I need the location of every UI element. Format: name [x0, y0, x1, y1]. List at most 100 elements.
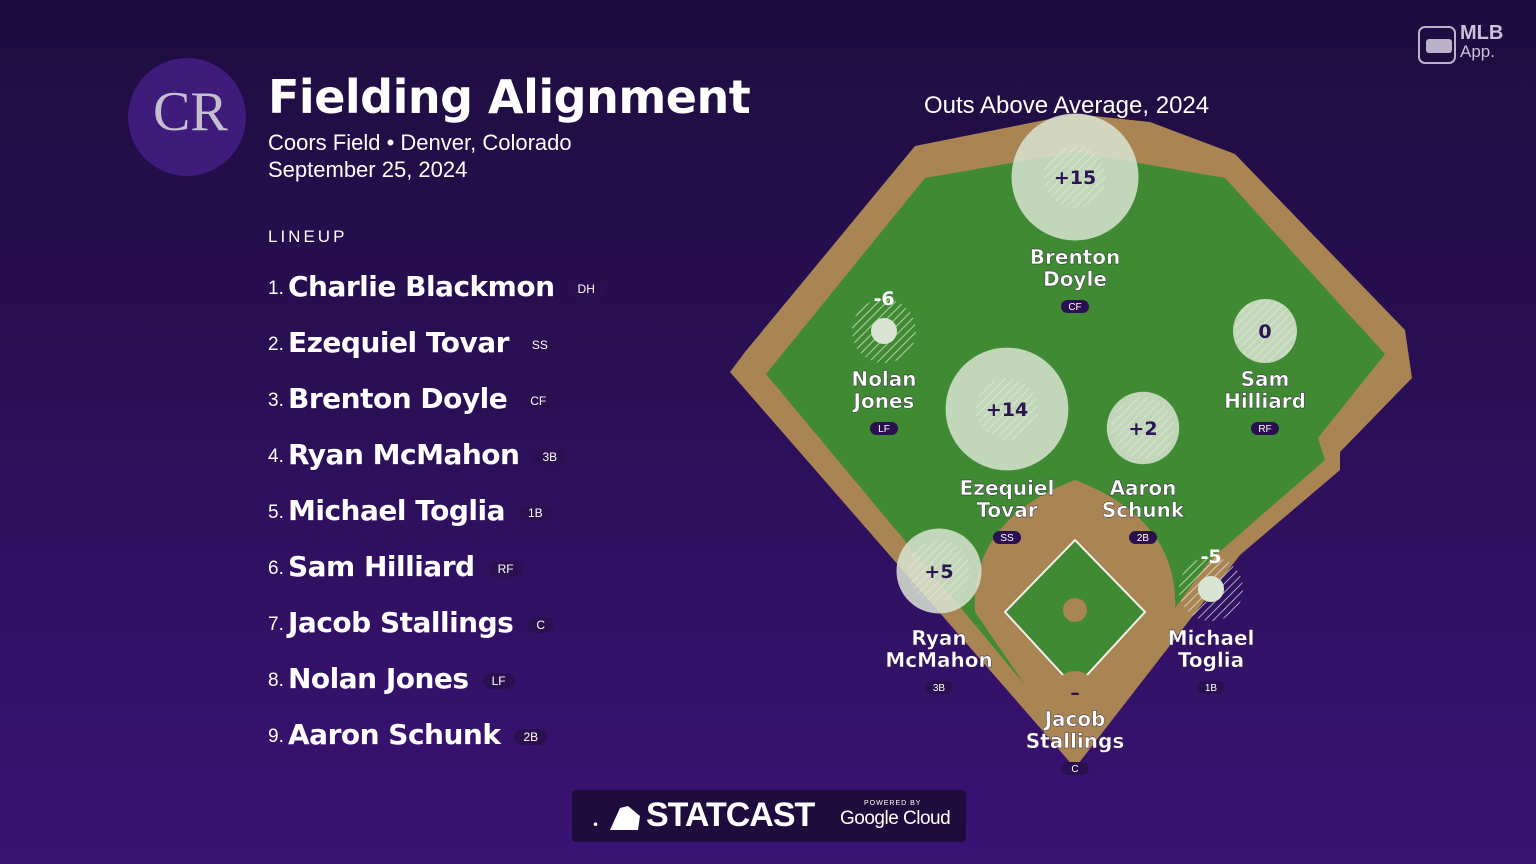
- oaa-core-ss: [976, 378, 1038, 440]
- oaa-value-label: -5: [1200, 546, 1221, 568]
- pitchers-mound: [1063, 598, 1087, 622]
- player-name: Ezequiel Tovar: [288, 325, 509, 359]
- lineup-number: 4.: [268, 446, 284, 467]
- fielder-pos-label: RF: [1258, 424, 1271, 435]
- game-date: September 25, 2024: [268, 157, 468, 182]
- lineup-item: 2. Ezequiel Tovar SS: [268, 314, 604, 370]
- fielder-name-first: Aaron: [1110, 476, 1177, 500]
- lineup-number: 7.: [268, 614, 284, 635]
- mlb-batter-icon: [606, 802, 642, 836]
- fielder-pos-label: 1B: [1205, 683, 1218, 694]
- oaa-value-label: +5: [924, 561, 953, 583]
- lineup-item: 5. Michael Toglia 1B: [268, 482, 604, 538]
- fielder-pos-badge: [1129, 531, 1157, 544]
- position-badge: CF: [521, 393, 556, 409]
- mlb-app-label-2: App.: [1460, 42, 1495, 61]
- venue-subtitle: Coors Field • Denver, Colorado: [268, 130, 572, 155]
- oaa-value-label: +14: [986, 399, 1028, 421]
- oaa-value-label: 0: [1258, 321, 1271, 343]
- oaa-marker-c: [1054, 671, 1096, 713]
- fielder-name-last: Stallings: [1026, 729, 1125, 753]
- position-badge: SS: [522, 337, 557, 353]
- fielder-name-last: McMahon: [885, 648, 992, 672]
- fielder-name-last: Tovar: [976, 498, 1037, 522]
- lineup-number: 3.: [268, 390, 284, 411]
- position-badge: 2B: [514, 729, 548, 745]
- fielder-pos-label: CF: [1068, 302, 1081, 313]
- lineup-number: 5.: [268, 502, 284, 523]
- oaa-value-label: +15: [1054, 167, 1096, 189]
- lineup-item: 8. Nolan Jones LF: [268, 650, 604, 706]
- player-name: Sam Hilliard: [288, 549, 475, 583]
- lineup-number: 8.: [268, 670, 284, 691]
- oaa-value-label: –: [1070, 682, 1080, 704]
- fielder-pos-label: C: [1071, 764, 1078, 775]
- fielder-pos-badge: [1061, 300, 1089, 313]
- fielder-pos-label: LF: [878, 424, 890, 435]
- position-badge: RF: [488, 561, 523, 577]
- player-name: Aaron Schunk: [288, 717, 501, 751]
- dot-icon: •: [592, 818, 600, 832]
- lineup-heading: LINEUP: [268, 227, 348, 246]
- position-badge: LF: [482, 673, 515, 689]
- oaa-value-label: -6: [873, 288, 894, 310]
- lineup-number: 9.: [268, 726, 284, 747]
- fielder-name-last: Schunk: [1102, 498, 1185, 522]
- fielder-name-last: Jones: [852, 389, 915, 413]
- google-cloud-label: Google Cloud: [840, 808, 951, 829]
- lineup-item: 9. Aaron Schunk 2B: [268, 706, 604, 762]
- fielder-name-first: Jacob: [1043, 707, 1106, 731]
- position-badge: C: [527, 617, 554, 633]
- fielder-pos-badge: [1197, 681, 1225, 694]
- oaa-marker-lf: [871, 318, 897, 344]
- base-lines: [1003, 538, 1147, 690]
- fielder-pos-badge: [1251, 422, 1279, 435]
- page-title: Fielding Alignment: [268, 70, 751, 124]
- field-heading: Outs Above Average, 2024: [924, 92, 1210, 119]
- statcast-wordmark: STATCAST: [646, 796, 815, 834]
- lineup-item: 1. Charlie Blackmon DH: [268, 258, 604, 314]
- oaa-core-2b: [1112, 397, 1174, 459]
- player-name: Brenton Doyle: [288, 381, 508, 415]
- fielder-pos-badge: [870, 422, 898, 435]
- fielder-pos-badge: [993, 531, 1021, 544]
- mlb-logo-mark: [1426, 39, 1452, 53]
- outfield-grass: [766, 152, 1385, 745]
- lineup-item: 7. Jacob Stallings C: [268, 594, 604, 650]
- lineup-number: 2.: [268, 334, 284, 355]
- fielder-name-first: Ryan: [911, 626, 966, 650]
- fielder-pos-badge: [925, 681, 953, 694]
- lineup-item: 6. Sam Hilliard RF: [268, 538, 604, 594]
- oaa-core-rf: [1234, 300, 1296, 362]
- player-name: Charlie Blackmon: [288, 269, 555, 303]
- fielder-name-first: Nolan: [851, 367, 916, 391]
- lineup-list: 1. Charlie Blackmon DH 2. Ezequiel Tovar SS …: [268, 258, 604, 762]
- powered-by-label: POWERED BY: [864, 800, 922, 807]
- oaa-core-cf: [1044, 146, 1106, 208]
- logo-letter-c: CR: [153, 81, 228, 143]
- player-name: Nolan Jones: [288, 661, 469, 695]
- oaa-value-label: +2: [1128, 418, 1157, 440]
- fielder-name-first: Brenton: [1030, 245, 1120, 269]
- player-name: Jacob Stallings: [288, 605, 514, 639]
- fielder-pos-label: 2B: [1137, 533, 1150, 544]
- lineup-number: 6.: [268, 558, 284, 579]
- fielder-name-last: Doyle: [1043, 267, 1107, 291]
- lineup-item: 3. Brenton Doyle CF: [268, 370, 604, 426]
- fielder-name-last: Toglia: [1178, 648, 1244, 672]
- player-name: Ryan McMahon: [288, 437, 520, 471]
- rockies-logo-icon: CR: [128, 58, 246, 176]
- oaa-marker-1b: [1198, 576, 1224, 602]
- fielder-pos-label: 3B: [933, 683, 946, 694]
- player-name: Michael Toglia: [288, 493, 505, 527]
- lineup-item: 4. Ryan McMahon 3B: [268, 426, 604, 482]
- fielder-name-first: Ezequiel: [960, 476, 1055, 500]
- fielder-name-last: Hilliard: [1224, 389, 1306, 413]
- mlb-app-label: MLB: [1460, 22, 1504, 44]
- fielder-pos-label: SS: [1000, 533, 1014, 544]
- position-badge: 3B: [533, 449, 567, 465]
- mlb-app-box: [1418, 26, 1456, 64]
- oaa-core-3b: [908, 540, 970, 602]
